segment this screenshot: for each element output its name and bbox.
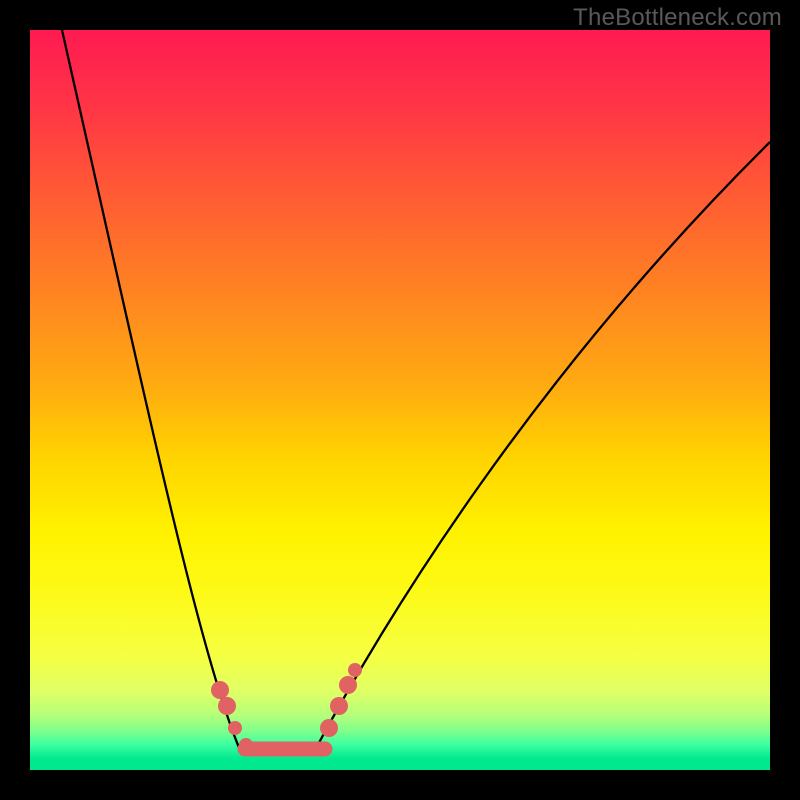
marker-dot (211, 681, 229, 699)
marker-dot (330, 697, 348, 715)
marker-dot (320, 719, 338, 737)
marker-dot (218, 697, 236, 715)
marker-dot (239, 738, 253, 752)
gradient-background (30, 30, 770, 770)
marker-dot (228, 721, 242, 735)
marker-dot (339, 676, 357, 694)
chart-svg (30, 30, 770, 770)
watermark-text: TheBottleneck.com (573, 4, 782, 32)
marker-dot (348, 663, 362, 677)
plot-area (30, 30, 770, 770)
